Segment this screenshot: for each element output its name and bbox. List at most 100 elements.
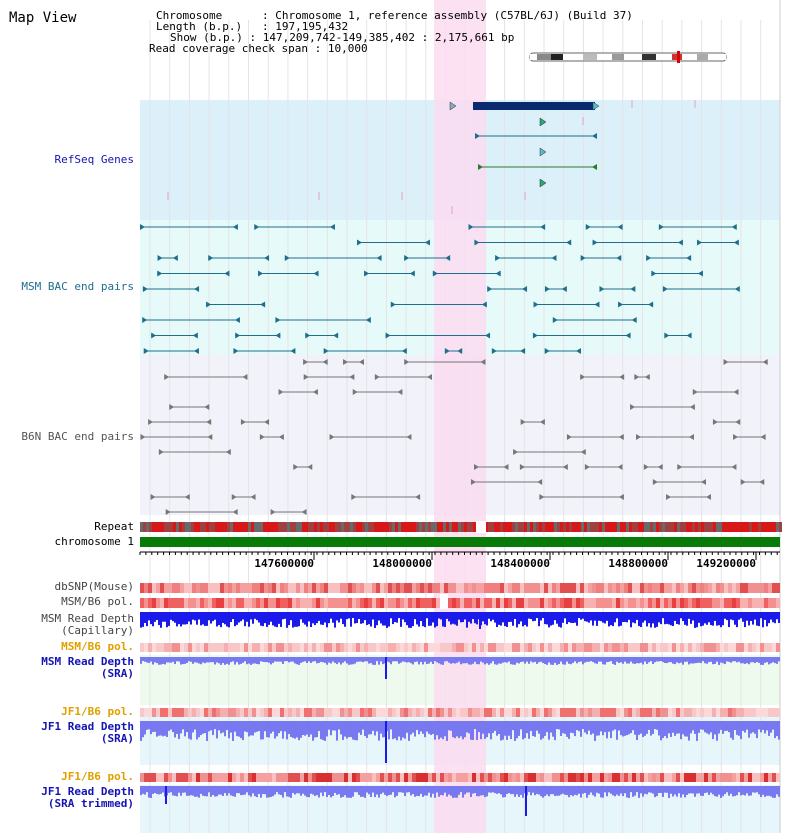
repeat-bin xyxy=(203,522,206,532)
msm-cap-depth-bar xyxy=(398,612,400,619)
repeat-bin xyxy=(770,522,773,532)
jf1-depth-bar xyxy=(754,721,756,734)
jf1-pol2-bin xyxy=(544,773,548,782)
jf1-depth-bar xyxy=(524,721,526,739)
msm-cap-depth-bar xyxy=(668,612,670,625)
jf1-trim-depth-bar xyxy=(630,786,632,793)
repeat-bin xyxy=(440,522,443,532)
msm-cap-depth-bar xyxy=(154,612,156,622)
ideogram-band xyxy=(551,54,563,60)
jf1-trim-depth-bar xyxy=(540,786,542,797)
msm-pol-bin xyxy=(216,598,220,608)
msm-pol2-bin xyxy=(192,643,196,652)
jf1-depth-bar xyxy=(186,721,188,733)
jf1-depth-bar xyxy=(310,721,312,735)
msm-cap-depth-bar xyxy=(730,612,732,620)
dbsnp-bin xyxy=(616,583,620,593)
msm-bac-pair-end xyxy=(468,224,474,230)
jf1-pol2-bin xyxy=(708,773,712,782)
jf1-depth-bar xyxy=(732,721,734,740)
msm-bac-pair-end xyxy=(630,286,636,292)
msm-cap-depth-bar xyxy=(566,612,568,625)
msm-pol-bin xyxy=(188,598,192,608)
repeat-bin xyxy=(485,522,488,532)
jf1-trim-depth-bar xyxy=(626,786,628,798)
msm-cap-depth-bar xyxy=(490,612,492,622)
msm-sra-depth-bar xyxy=(714,657,716,664)
b6n-bac-pair-end xyxy=(634,374,640,380)
dbsnp-bin xyxy=(408,583,412,593)
msm-cap-depth-bar xyxy=(370,612,372,627)
msm-pol-bin xyxy=(168,598,172,608)
msm-cap-depth-bar xyxy=(646,612,648,627)
jf1-depth-bar xyxy=(238,721,240,737)
msm-pol2-bin xyxy=(520,643,524,652)
msm-sra-depth-bar xyxy=(438,657,440,664)
msm-sra-depth-bar xyxy=(654,657,656,663)
msm-pol2-bin xyxy=(480,643,484,652)
msm-sra-depth-bar xyxy=(262,657,264,662)
msm-cap-depth-bar xyxy=(260,612,262,626)
msm-sra-depth-bar xyxy=(724,657,726,665)
jf1-depth-bar xyxy=(304,721,306,736)
dbsnp-bin xyxy=(152,583,156,593)
jf1-pol2-bin xyxy=(284,773,288,782)
ideogram-band xyxy=(612,54,624,60)
jf1-depth-bar xyxy=(278,721,280,734)
msm-sra-depth-bar xyxy=(506,657,508,663)
jf1-depth-bar xyxy=(156,721,158,737)
msm-pol-bin xyxy=(356,598,360,608)
jf1-pol2-bin xyxy=(324,773,328,782)
dbsnp-bin xyxy=(600,583,604,593)
msm-cap-depth-bar xyxy=(602,612,604,623)
msm-sra-depth-bar xyxy=(614,657,616,665)
jf1-depth-bar xyxy=(688,721,690,741)
msm-pol-bin xyxy=(272,598,276,608)
jf1-pol-bin xyxy=(736,708,740,717)
jf1-trim-depth-bar xyxy=(280,786,282,795)
jf1-depth-bar xyxy=(706,721,708,734)
msm-sra-depth-bar xyxy=(738,657,740,662)
jf1-depth-bar xyxy=(484,721,486,739)
msm-pol2-bin xyxy=(512,643,516,652)
jf1-pol-bin xyxy=(172,708,176,717)
jf1-trim-depth-bar xyxy=(198,786,200,798)
dbsnp-bin xyxy=(708,583,712,593)
b6n-bac-pair-end xyxy=(204,404,210,410)
gene-marker xyxy=(539,178,547,188)
jf1-trim-depth-bar xyxy=(438,786,440,797)
jf1-depth-bar xyxy=(226,721,228,730)
msm-sra-depth-bar xyxy=(172,657,174,662)
msm-pol-bin xyxy=(360,598,364,608)
b6n-bac-pair-end xyxy=(503,464,509,470)
msm-bac-pair-end xyxy=(233,348,239,354)
ideogram-position-marker xyxy=(677,51,680,63)
msm-cap-depth-bar xyxy=(418,612,420,627)
jf1-pol2-bin xyxy=(476,773,480,782)
dbsnp-bin xyxy=(208,583,212,593)
msm-cap-depth-bar xyxy=(760,612,762,619)
msm-pol2-bin xyxy=(476,643,480,652)
jf1-depth-bar xyxy=(200,721,202,736)
b6n-bac-pair-end xyxy=(733,389,739,395)
msm-cap-depth-bar xyxy=(626,612,628,623)
msm-bac-pair-end xyxy=(532,332,538,339)
msm-cap-depth-bar xyxy=(340,612,342,619)
repeat-bin xyxy=(644,522,647,532)
msm-sra-depth-bar xyxy=(548,657,550,663)
jf1-trim-depth-bar xyxy=(232,786,234,797)
dbsnp-bin xyxy=(772,583,776,593)
msm-pol2-bin xyxy=(360,643,364,652)
msm-sra-depth-bar xyxy=(508,657,510,662)
repeat-bin xyxy=(719,522,722,532)
jf1-pol2-bin xyxy=(252,773,256,782)
msm-pol2-bin xyxy=(228,643,232,652)
msm-cap-depth-bar xyxy=(530,612,532,620)
ideogram-band xyxy=(656,54,672,60)
jf1-trim-depth-bar xyxy=(140,786,142,796)
jf1-pol2-bin xyxy=(540,773,544,782)
msm-cap-depth-bar xyxy=(540,612,542,621)
msm-cap-depth-bar xyxy=(464,612,466,620)
msm-bac-pair-end xyxy=(254,224,260,230)
jf1-pol2-bin xyxy=(368,773,372,782)
